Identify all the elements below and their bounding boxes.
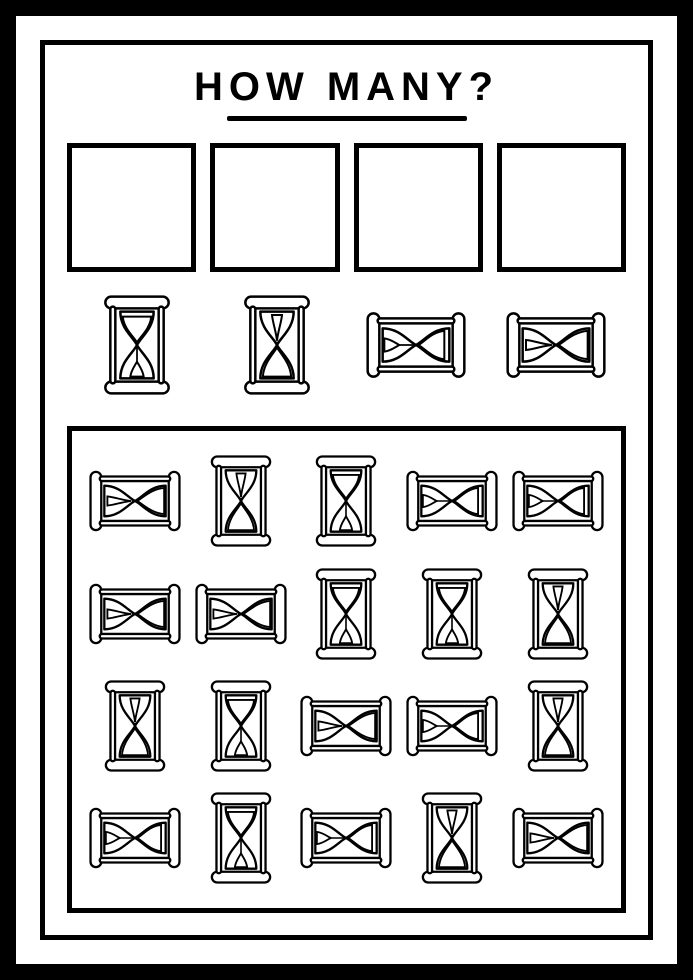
inner-frame: HOW MANY?	[40, 40, 653, 940]
legend-row	[67, 290, 626, 400]
hourglass-icon	[402, 788, 502, 888]
hourglass-icon	[501, 290, 611, 400]
hourglass-icon	[191, 451, 291, 551]
hourglass-icon	[361, 290, 471, 400]
hourglass-icon	[85, 564, 185, 664]
hourglass-icon	[508, 788, 608, 888]
hourglass-icon	[85, 788, 185, 888]
counting-grid	[67, 426, 626, 913]
grid-row	[82, 788, 611, 888]
hourglass-icon	[82, 290, 192, 400]
hourglass-icon	[222, 290, 332, 400]
hourglass-icon	[296, 564, 396, 664]
hourglass-icon	[508, 676, 608, 776]
hourglass-icon	[296, 451, 396, 551]
hourglass-icon	[85, 451, 185, 551]
answer-row	[67, 143, 626, 272]
answer-box[interactable]	[354, 143, 483, 272]
hourglass-icon	[191, 788, 291, 888]
hourglass-icon	[402, 676, 502, 776]
hourglass-icon	[402, 451, 502, 551]
hourglass-icon	[402, 564, 502, 664]
grid-row	[82, 451, 611, 551]
grid-row	[82, 676, 611, 776]
grid-row	[82, 564, 611, 664]
page-title: HOW MANY?	[67, 65, 626, 110]
hourglass-icon	[508, 451, 608, 551]
hourglass-icon	[296, 788, 396, 888]
answer-box[interactable]	[497, 143, 626, 272]
title-underline	[227, 116, 467, 121]
hourglass-icon	[191, 676, 291, 776]
answer-box[interactable]	[67, 143, 196, 272]
hourglass-icon	[508, 564, 608, 664]
hourglass-icon	[296, 676, 396, 776]
hourglass-icon	[85, 676, 185, 776]
hourglass-icon	[191, 564, 291, 664]
answer-box[interactable]	[210, 143, 339, 272]
worksheet-page: HOW MANY?	[0, 0, 693, 980]
